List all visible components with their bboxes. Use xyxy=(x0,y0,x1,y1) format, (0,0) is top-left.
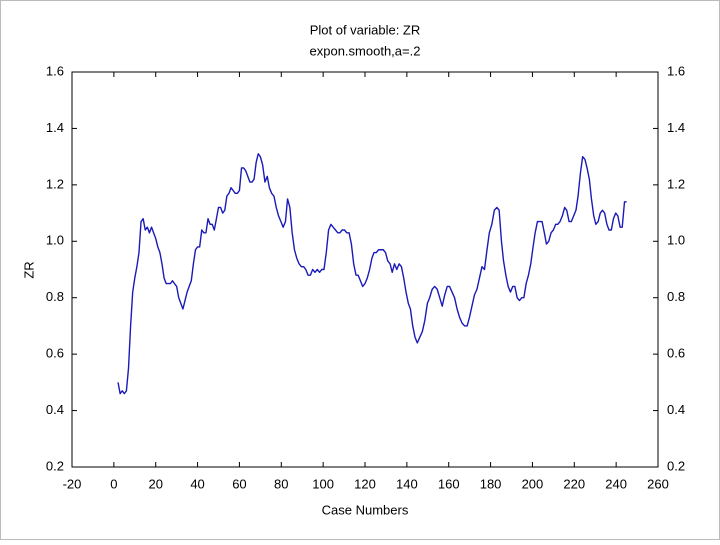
y-tick-label: 0.4 xyxy=(46,402,64,417)
x-tick-label: 220 xyxy=(563,476,585,491)
y-tick-label-right: 0.4 xyxy=(667,402,685,417)
y-tick-label-right: 0.6 xyxy=(667,346,685,361)
y-tick-label-right: 1.0 xyxy=(667,233,685,248)
x-tick-label: 100 xyxy=(312,476,334,491)
chart-subtitle: expon.smooth,a=.2 xyxy=(310,43,421,58)
y-tick-label: 1.0 xyxy=(46,233,64,248)
x-tick-label: 200 xyxy=(522,476,544,491)
x-tick-label: 160 xyxy=(438,476,460,491)
y-tick-label: 0.6 xyxy=(46,346,64,361)
data-line xyxy=(117,153,627,395)
x-tick-label: 260 xyxy=(647,476,669,491)
y-tick-label: 1.6 xyxy=(46,63,64,78)
x-tick-label: 240 xyxy=(605,476,627,491)
y-tick-label-right: 1.4 xyxy=(667,120,685,135)
chart-title: Plot of variable: ZR xyxy=(310,22,421,37)
x-tick-label: 60 xyxy=(232,476,246,491)
y-tick-label-right: 0.8 xyxy=(667,289,685,304)
x-axis-label: Case Numbers xyxy=(322,502,409,517)
y-tick-label: 1.2 xyxy=(46,176,64,191)
y-tick-label: 1.4 xyxy=(46,120,64,135)
x-tick-label: 180 xyxy=(480,476,502,491)
x-tick-label: 140 xyxy=(396,476,418,491)
x-tick-label: 0 xyxy=(110,476,117,491)
y-tick-label-right: 0.2 xyxy=(667,458,685,473)
x-tick-label: 20 xyxy=(148,476,162,491)
x-tick-label: 80 xyxy=(274,476,288,491)
x-tick-label: 40 xyxy=(190,476,204,491)
y-tick-label-right: 1.6 xyxy=(667,63,685,78)
y-tick-label: 0.8 xyxy=(46,289,64,304)
y-tick-label: 0.2 xyxy=(46,458,64,473)
y-tick-label-right: 1.2 xyxy=(667,176,685,191)
y-axis-label: ZR xyxy=(21,261,36,278)
x-tick-label: -20 xyxy=(63,476,82,491)
x-tick-label: 120 xyxy=(354,476,376,491)
